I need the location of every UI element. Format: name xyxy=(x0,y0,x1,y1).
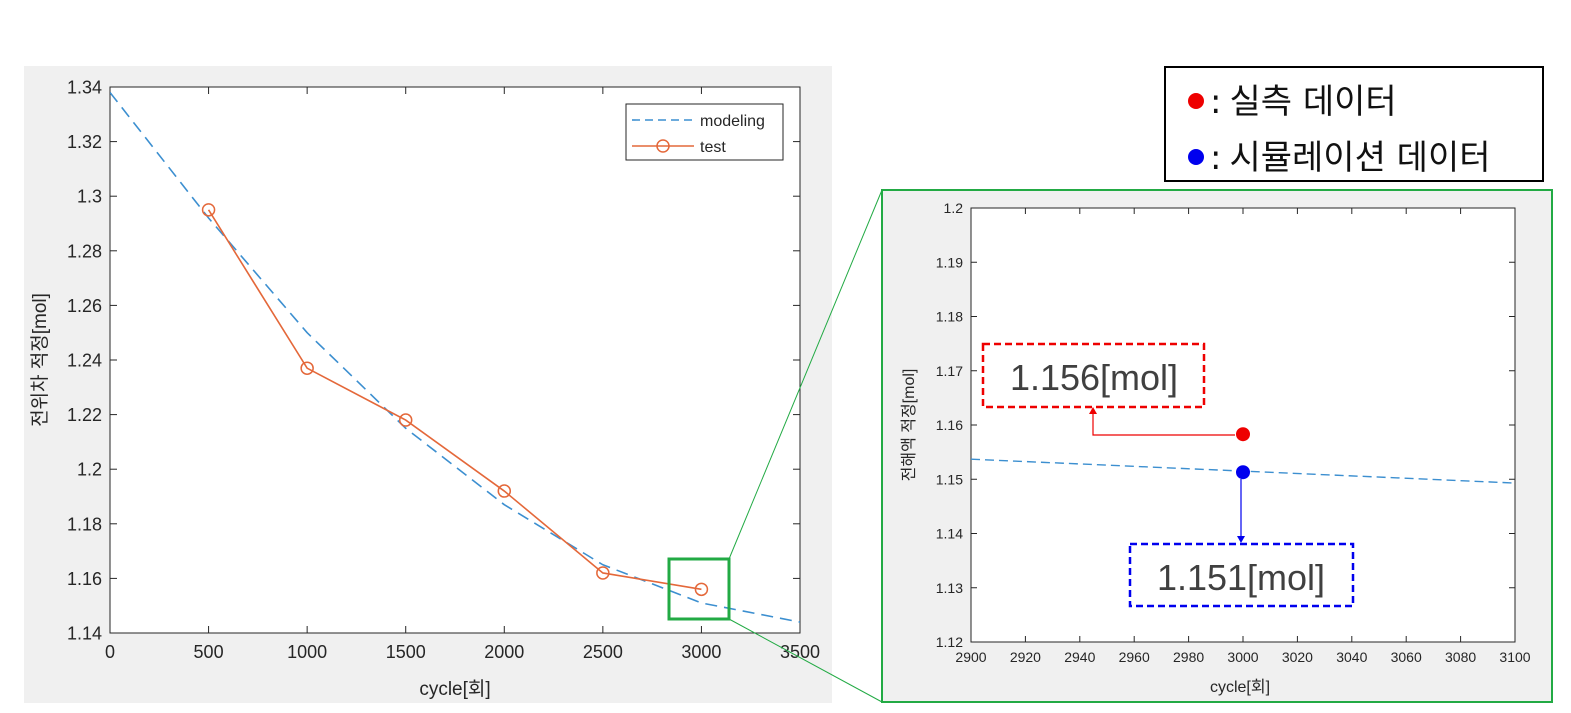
annotation-simulated-text: 1.151[mol] xyxy=(1157,557,1325,598)
x-tick-label: 2920 xyxy=(1010,649,1041,665)
y-tick-label: 1.14 xyxy=(67,623,102,643)
y-tick-label: 1.14 xyxy=(936,526,963,542)
left-legend-box xyxy=(625,103,784,161)
right-series-layer xyxy=(970,427,1516,484)
annotation-simulated: 1.151[mol] xyxy=(1128,479,1355,608)
y-tick-label: 1.19 xyxy=(936,254,963,270)
x-tick-label: 0 xyxy=(105,642,115,662)
annotation-simulated-arrowhead xyxy=(1237,536,1245,543)
zoom-connector-bottom xyxy=(728,618,883,703)
x-tick-label: 3000 xyxy=(1227,649,1258,665)
y-tick-label: 1.2 xyxy=(944,200,964,216)
y-tick-label: 1.32 xyxy=(67,132,102,152)
y-tick-label: 1.3 xyxy=(77,187,102,207)
annotation-measured-text: 1.156[mol] xyxy=(1010,357,1178,398)
test-data-point xyxy=(300,361,314,375)
test-data-point xyxy=(694,582,709,597)
legend-measured-label: 실측 데이터 xyxy=(1229,82,1397,122)
x-tick-label: 2900 xyxy=(955,649,986,665)
annotation-measured-leader xyxy=(1092,413,1235,436)
y-tick-label: 1.28 xyxy=(67,241,102,261)
legend-test-label: test xyxy=(700,139,726,156)
x-tick-label: 3100 xyxy=(1499,649,1530,665)
measured-point xyxy=(1236,427,1250,442)
x-tick-label: 2000 xyxy=(484,642,524,662)
test-data-point xyxy=(201,203,216,217)
x-tick-label: 2980 xyxy=(1173,649,1204,665)
x-tick-label: 1500 xyxy=(386,642,426,662)
y-tick-label: 1.16 xyxy=(67,569,102,589)
right-x-axis-label: cycle[회] xyxy=(1210,678,1270,696)
legend-test-marker xyxy=(656,139,670,153)
x-tick-label: 3060 xyxy=(1391,649,1422,665)
y-tick-label: 1.2 xyxy=(77,460,102,480)
measurement-legend-box: : 실측 데이터 : 시뮬레이션 데이터 xyxy=(1164,66,1544,182)
x-tick-label: 2960 xyxy=(1119,649,1150,665)
test-data-point xyxy=(497,484,512,498)
x-tick-label: 2940 xyxy=(1064,649,1095,665)
y-tick-label: 1.22 xyxy=(67,405,102,425)
y-tick-label: 1.24 xyxy=(67,350,102,370)
test-data-point xyxy=(398,413,413,427)
annotation-simulated-box xyxy=(1128,542,1355,608)
y-tick-label: 1.18 xyxy=(936,309,963,325)
legend-simulated-row: : 시뮬레이션 데이터 xyxy=(1188,130,1491,179)
x-tick-label: 1000 xyxy=(287,642,327,662)
left-legend: modeling test xyxy=(625,103,784,161)
y-tick-label: 1.34 xyxy=(67,77,102,97)
x-tick-label: 500 xyxy=(194,642,224,662)
legend-modeling-label: modeling xyxy=(700,113,765,130)
y-tick-label: 1.16 xyxy=(936,417,963,433)
left-plot-area xyxy=(109,86,801,634)
zoom-connector-top xyxy=(728,189,883,560)
y-tick-label: 1.15 xyxy=(936,471,963,487)
y-tick-label: 1.13 xyxy=(936,580,963,596)
x-tick-label: 3000 xyxy=(681,642,721,662)
y-tick-label: 1.18 xyxy=(67,514,102,534)
x-tick-label: 3020 xyxy=(1282,649,1313,665)
annotation-measured-arrowhead xyxy=(1089,407,1097,414)
annotation-measured: 1.156[mol] xyxy=(981,342,1235,436)
left-x-axis-label: cycle[회] xyxy=(419,678,490,700)
test-series-line xyxy=(207,209,702,591)
x-tick-label: 2500 xyxy=(583,642,623,662)
y-tick-label: 1.12 xyxy=(936,634,963,650)
x-tick-label: 3040 xyxy=(1336,649,1367,665)
right-axis-ticks: 2900 2920 2940 2960 2980 3000 3020 3040 3060 3080… xyxy=(936,200,1531,665)
blue-dot-icon xyxy=(1188,148,1204,165)
y-tick-label: 1.17 xyxy=(936,363,963,379)
y-tick-label: 1.26 xyxy=(67,296,102,316)
legend-simulated-label: 시뮬레이션 데이터 xyxy=(1229,138,1491,178)
left-y-axis-label: 전위차 적정[mol] xyxy=(29,293,51,427)
left-axis-ticks: 0 500 1000 1500 2000 2500 3000 3500 1.14 1.16 1.18… xyxy=(67,77,820,662)
left-series-layer xyxy=(110,91,800,623)
x-tick-label: 3080 xyxy=(1445,649,1476,665)
red-dot-icon xyxy=(1188,92,1204,109)
test-data-point xyxy=(596,566,610,580)
simulated-point xyxy=(1236,465,1250,480)
legend-measured-row: : 실측 데이터 xyxy=(1188,74,1397,123)
zoom-indicator-box xyxy=(667,557,731,621)
x-tick-label: 3500 xyxy=(780,642,820,662)
right-y-axis-label: 전해액 적정[mol] xyxy=(900,369,918,482)
annotation-measured-box xyxy=(981,342,1206,409)
